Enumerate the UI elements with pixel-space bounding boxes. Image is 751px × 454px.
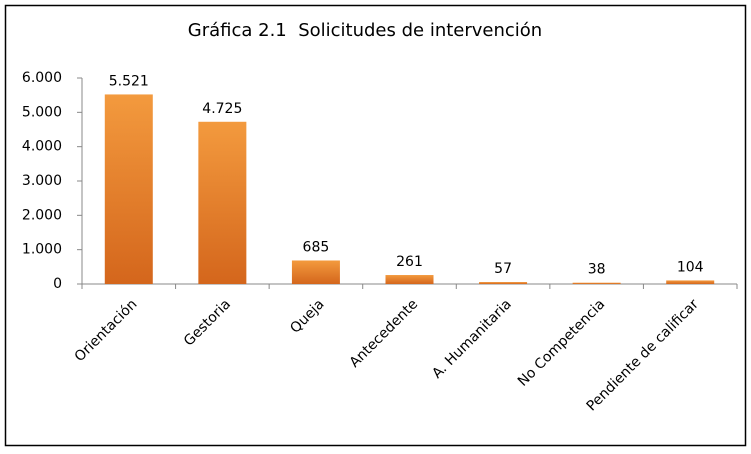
y-tick-label: 6.000	[22, 70, 62, 86]
bar	[479, 282, 528, 284]
y-tick-label: 3.000	[22, 173, 62, 189]
bar	[666, 280, 715, 284]
y-tick-label: 5.000	[22, 104, 62, 120]
data-label: 261	[396, 254, 423, 270]
chart-title: Gráfica 2.1 Solicitudes de intervención	[188, 20, 542, 41]
bar	[104, 94, 153, 284]
y-tick-label: 1.000	[22, 242, 62, 258]
data-label: 5.521	[109, 73, 149, 89]
data-label: 4.725	[202, 101, 242, 117]
bar	[385, 275, 434, 284]
data-label: 104	[677, 259, 704, 275]
y-tick-label: 0	[53, 276, 62, 292]
bar	[291, 260, 340, 284]
data-label: 685	[303, 239, 330, 255]
data-label: 57	[494, 261, 512, 277]
bar	[572, 282, 621, 284]
data-label: 38	[588, 262, 606, 278]
y-tick-label: 4.000	[22, 139, 62, 155]
bar	[198, 121, 247, 285]
y-tick-label: 2.000	[22, 207, 62, 223]
